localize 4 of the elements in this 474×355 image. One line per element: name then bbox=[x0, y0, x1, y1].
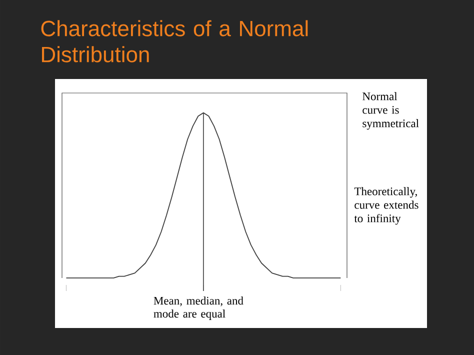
text: Normal curve is symmetrical bbox=[362, 92, 419, 130]
chart-title: Characteristics of a Normal Distribution bbox=[41, 20, 308, 62]
text: Theoretically, curve extends to infinity bbox=[354, 187, 418, 225]
text: Mean, median, and mode are equal bbox=[154, 296, 244, 320]
